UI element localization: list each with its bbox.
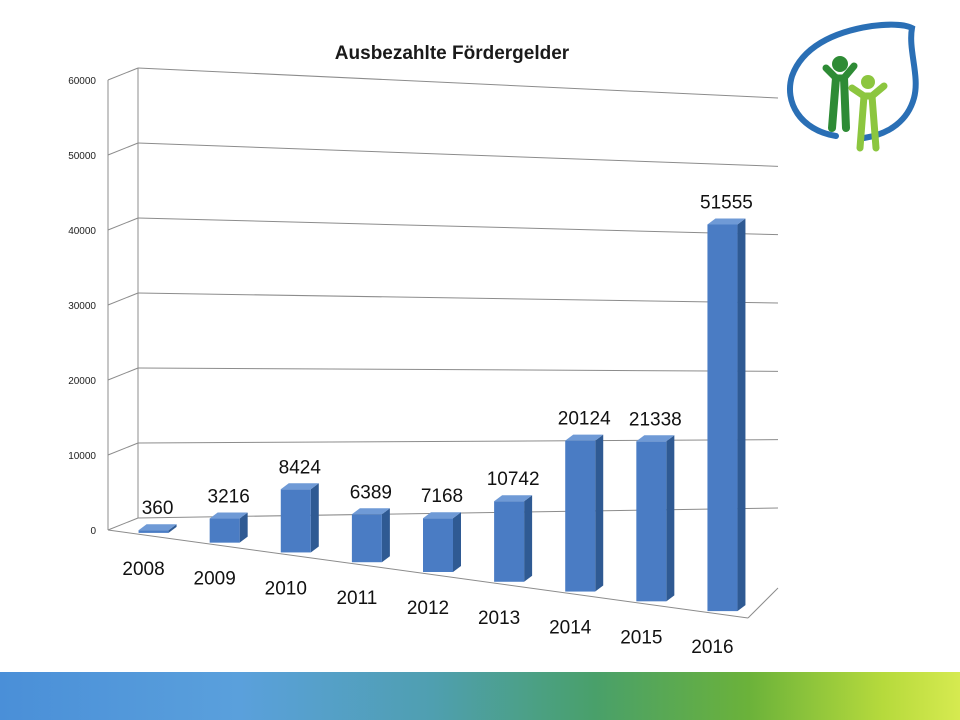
x-tick-label: 2014 xyxy=(549,618,592,639)
bar xyxy=(565,440,596,592)
bar-top xyxy=(565,434,604,441)
x-tick-label: 2011 xyxy=(336,588,377,609)
bar xyxy=(636,441,667,602)
y-tick-label: 10000 xyxy=(68,451,96,462)
x-axis xyxy=(107,529,749,619)
bar-side xyxy=(666,435,675,602)
data-label: 6389 xyxy=(350,482,392,503)
data-label: 8424 xyxy=(279,457,322,478)
bar-side xyxy=(310,483,319,553)
x-tick-label: 2013 xyxy=(478,608,520,629)
bar xyxy=(280,489,311,553)
gridlines: 0 10000 20000 30000 40000 50000 60000 xyxy=(68,67,779,619)
bar-top xyxy=(494,495,533,502)
data-label: 7168 xyxy=(421,486,463,507)
side-gridline xyxy=(107,442,139,456)
x-tick-label: 2012 xyxy=(407,598,449,619)
bar-side xyxy=(453,512,461,572)
y-tick-label: 30000 xyxy=(68,301,96,312)
y-tick-label: 60000 xyxy=(68,76,96,87)
side-gridline xyxy=(107,142,139,156)
bar-side xyxy=(595,434,604,592)
bar xyxy=(138,530,169,533)
bar-side xyxy=(239,512,248,543)
side-gridline xyxy=(107,292,139,306)
y-tick-label: 20000 xyxy=(68,376,96,387)
x-tick-label: 2009 xyxy=(194,569,236,590)
bar-top xyxy=(636,435,675,442)
y-tick-label: 50000 xyxy=(68,151,96,162)
gridline xyxy=(137,67,779,99)
bar-top xyxy=(351,508,390,515)
data-label: 21338 xyxy=(629,409,682,430)
bar-top xyxy=(209,512,248,519)
bar xyxy=(209,518,240,543)
y-tick-label: 0 xyxy=(90,526,96,537)
gridline xyxy=(137,292,779,304)
decorative-gradient-band xyxy=(0,672,960,720)
floor-edge xyxy=(747,587,779,619)
y-tick-label: 40000 xyxy=(68,226,96,237)
data-label: 20124 xyxy=(558,409,611,430)
bar-side xyxy=(381,508,390,563)
data-label: 360 xyxy=(142,498,174,519)
x-tick-label: 2015 xyxy=(620,627,662,648)
bar-side xyxy=(524,495,533,582)
bar xyxy=(494,501,525,582)
side-gridline xyxy=(107,217,139,231)
bar xyxy=(423,518,453,572)
bar-top xyxy=(423,512,461,519)
gridline xyxy=(137,439,779,444)
gridline xyxy=(137,142,779,167)
data-label: 51555 xyxy=(700,192,753,213)
x-tick-label: 2008 xyxy=(122,559,164,580)
bar xyxy=(707,224,738,612)
chart-title: Ausbezahlte Fördergelder xyxy=(335,43,570,64)
bar-top xyxy=(138,524,177,531)
side-gridline xyxy=(107,367,139,381)
x-tick-label: 2016 xyxy=(691,637,733,658)
bar-top xyxy=(280,483,319,490)
bar-side xyxy=(737,218,746,612)
data-label: 3216 xyxy=(208,487,250,508)
data-label: 10742 xyxy=(487,469,540,490)
side-gridline xyxy=(107,517,139,531)
bar xyxy=(351,514,382,563)
side-gridline xyxy=(107,67,139,81)
gridline xyxy=(137,367,779,372)
gridline xyxy=(137,217,779,236)
x-tick-label: 2010 xyxy=(265,578,307,599)
bar-top xyxy=(707,218,746,225)
family-leaf-logo-icon xyxy=(787,21,919,152)
bar-side xyxy=(168,524,177,533)
bars: 360 2008 3216 2009 8424 2010 6389 2011 7168 2012 1… xyxy=(122,192,752,658)
